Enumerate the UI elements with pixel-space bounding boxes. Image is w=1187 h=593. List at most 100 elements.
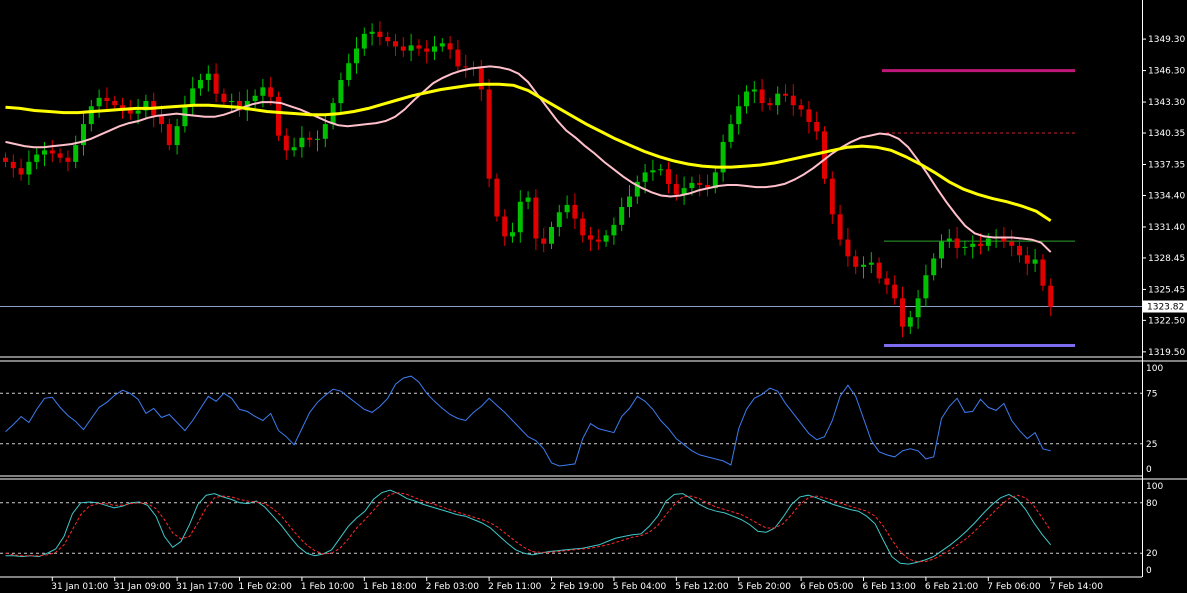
candle-body — [892, 284, 898, 299]
candle-body — [790, 95, 796, 106]
candles — [3, 21, 1054, 338]
candle-body — [853, 256, 859, 267]
candle-body — [221, 93, 227, 103]
stoch-tick-label: 20 — [1146, 549, 1158, 559]
candle-body — [385, 36, 391, 42]
candle-body — [127, 109, 133, 114]
candle-body — [751, 89, 757, 92]
candle-body — [10, 161, 16, 169]
candle-body — [588, 235, 593, 240]
time-tick-label: 6 Feb 21:00 — [925, 582, 979, 592]
candle-body — [712, 172, 718, 189]
candle-body — [322, 124, 328, 139]
time-tick-label: 7 Feb 14:00 — [1050, 582, 1104, 592]
rsi-tick-label: 100 — [1146, 364, 1163, 374]
candle-body — [720, 141, 726, 173]
candle-body — [268, 87, 274, 97]
candle-body — [673, 183, 679, 195]
candle-body — [463, 66, 469, 68]
candle-body — [166, 124, 172, 146]
rsi-tick-label: 25 — [1146, 440, 1157, 450]
candle-body — [393, 41, 398, 47]
candle-body — [837, 214, 843, 240]
candle-body — [868, 262, 874, 265]
candle-body — [1001, 236, 1007, 242]
current-price-marker — [1143, 300, 1187, 313]
candle-body — [931, 258, 937, 276]
candle-body — [985, 238, 991, 246]
candle-body — [229, 101, 235, 103]
candle-body — [939, 241, 944, 259]
candle-body — [315, 138, 320, 140]
time-tick-label: 5 Feb 20:00 — [738, 582, 792, 592]
candle-body — [354, 48, 359, 64]
time-tick-label: 5 Feb 04:00 — [613, 582, 667, 592]
candle-body — [627, 196, 632, 208]
candle-body — [369, 31, 375, 34]
candle-body — [276, 96, 281, 136]
candle-body — [1048, 285, 1054, 307]
rsi-line — [5, 375, 1051, 467]
candle-body — [307, 137, 313, 140]
candle-body — [502, 216, 508, 237]
candle-body — [1009, 241, 1015, 246]
rsi-tick-label: 0 — [1146, 465, 1152, 475]
price-tick-label: 1346.30 — [1148, 67, 1185, 77]
candle-body — [697, 182, 703, 185]
candle-body — [572, 204, 578, 219]
candle-body — [814, 122, 820, 132]
price-tick-label: 1325.45 — [1148, 285, 1185, 295]
candle-body — [198, 80, 203, 89]
candle-body — [759, 89, 765, 104]
time-tick-label: 1 Feb 10:00 — [301, 582, 355, 592]
candle-body — [408, 45, 414, 51]
candle-body — [845, 239, 851, 257]
candle-body — [900, 298, 905, 327]
price-tick-label: 1349.30 — [1148, 35, 1185, 45]
candle-body — [876, 262, 882, 279]
candle-body — [26, 161, 32, 175]
candle-body — [1040, 259, 1046, 286]
current-price-label: 1323.82 — [1147, 303, 1184, 313]
candle-body — [237, 101, 242, 111]
candle-body — [252, 95, 258, 102]
candle-body — [1017, 245, 1022, 256]
candle-body — [1032, 259, 1038, 264]
candle-body — [135, 110, 141, 114]
candle-body — [283, 135, 289, 151]
stoch-signal-line — [5, 492, 1052, 563]
moving-average-1 — [5, 65, 1052, 253]
candle-body — [346, 63, 352, 81]
candle-body — [96, 97, 102, 107]
time-tick-label: 7 Feb 06:00 — [987, 582, 1041, 592]
candle-body — [81, 124, 86, 146]
price-tick-label: 1337.35 — [1148, 161, 1185, 171]
candle-body — [49, 150, 55, 154]
price-tick-label: 1328.45 — [1148, 254, 1185, 264]
time-tick-label: 1 Feb 18:00 — [363, 582, 417, 592]
candle-body — [57, 153, 63, 158]
candle-body — [416, 45, 422, 49]
candle-body — [798, 105, 804, 110]
rsi-tick-label: 75 — [1146, 389, 1157, 399]
price-tick-label: 1322.50 — [1148, 316, 1185, 326]
candle-body — [611, 224, 617, 236]
candle-body — [923, 275, 929, 299]
candle-body — [642, 172, 648, 182]
candle-body — [478, 68, 484, 90]
price-tick-label: 1331.40 — [1148, 223, 1185, 233]
candle-body — [73, 145, 79, 162]
candle-body — [3, 157, 8, 162]
candle-body — [260, 87, 266, 96]
candle-body — [120, 105, 125, 110]
candle-body — [1024, 255, 1030, 264]
candle-body — [915, 298, 921, 318]
time-tick-label: 1 Feb 02:00 — [239, 582, 293, 592]
candle-body — [564, 204, 570, 213]
stoch-tick-label: 100 — [1146, 482, 1163, 492]
candle-body — [619, 207, 625, 225]
time-tick-label: 6 Feb 05:00 — [800, 582, 854, 592]
candle-body — [861, 264, 866, 267]
candle-body — [556, 212, 562, 227]
candle-body — [299, 137, 305, 148]
